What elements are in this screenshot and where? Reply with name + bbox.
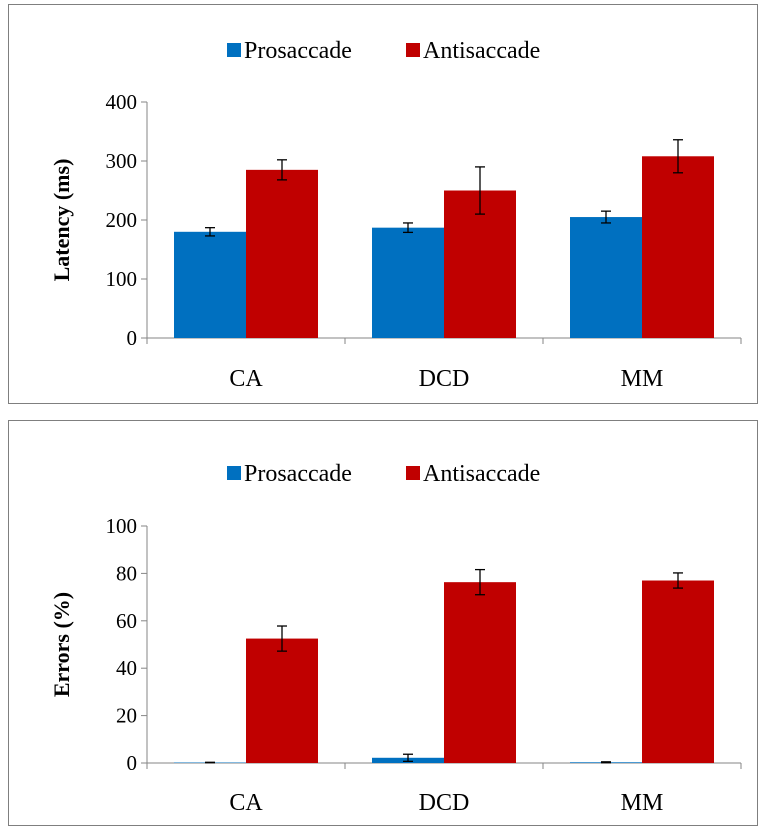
bar-antisaccade-mm: [642, 580, 714, 763]
legend-swatch-antisaccade: [406, 43, 420, 57]
error-bar-antisaccade-dcd: [475, 568, 485, 596]
y-tick-label: 0: [127, 326, 138, 350]
x-tick-label-ca: CA: [229, 366, 263, 392]
bar-antisaccade-mm: [642, 156, 714, 338]
error-bar-prosaccade-dcd: [403, 222, 413, 234]
y-tick-label: 200: [106, 208, 138, 232]
legend-label-prosaccade: Prosaccade: [244, 461, 352, 487]
latency-chart: Prosaccade Antisaccade Latency (ms) 0 100 200…: [49, 38, 742, 392]
x-tick-label-dcd: DCD: [419, 790, 470, 816]
y-tick-label: 40: [116, 656, 137, 680]
x-tick-label-ca: CA: [229, 790, 263, 816]
y-tick-label: 0: [127, 751, 138, 775]
legend-label-antisaccade: Antisaccade: [423, 461, 540, 487]
legend-label-prosaccade: Prosaccade: [244, 38, 352, 64]
errors-chart-panel: Prosaccade Antisaccade Errors (%) 0 20 40 60 80…: [8, 420, 758, 826]
y-tick-label: 60: [116, 609, 137, 633]
latency-chart-panel: Prosaccade Antisaccade Latency (ms) 0 100 200…: [8, 4, 758, 404]
legend-swatch-prosaccade: [227, 466, 241, 480]
bar-antisaccade-ca: [246, 638, 318, 763]
y-tick-label: 400: [106, 90, 138, 114]
y-tick-label: 100: [106, 514, 138, 538]
error-bar-antisaccade-dcd: [475, 166, 485, 215]
legend-swatch-antisaccade: [406, 466, 420, 480]
bar-antisaccade-dcd: [444, 190, 516, 338]
bar-prosaccade-mm: [570, 217, 642, 338]
error-bar-prosaccade-ca: [205, 227, 215, 237]
x-tick-label-mm: MM: [621, 366, 664, 392]
y-tick-label: 20: [116, 704, 137, 728]
error-bar-antisaccade-mm: [673, 572, 683, 589]
y-axis-label: Latency (ms): [49, 159, 74, 282]
y-axis-label: Errors (%): [49, 592, 74, 697]
x-tick-label-mm: MM: [621, 790, 664, 816]
error-bar-antisaccade-mm: [673, 139, 683, 174]
y-tick-label: 80: [116, 561, 137, 585]
legend: Prosaccade Antisaccade: [227, 461, 540, 487]
legend-label-antisaccade: Antisaccade: [423, 38, 540, 64]
bar-prosaccade-ca: [174, 231, 246, 338]
error-bar-prosaccade-mm: [601, 761, 611, 764]
error-bar-prosaccade-dcd: [403, 753, 413, 762]
error-bar-prosaccade-mm: [601, 210, 611, 224]
bar-prosaccade-dcd: [372, 227, 444, 338]
errors-chart: Prosaccade Antisaccade Errors (%) 0 20 40 60 80…: [49, 461, 742, 816]
legend: Prosaccade Antisaccade: [227, 38, 540, 64]
y-tick-label: 100: [106, 267, 138, 291]
legend-swatch-prosaccade: [227, 43, 241, 57]
error-bar-antisaccade-ca: [277, 625, 287, 652]
bar-antisaccade-dcd: [444, 582, 516, 763]
error-bar-antisaccade-ca: [277, 159, 287, 181]
y-tick-label: 300: [106, 149, 138, 173]
x-tick-label-dcd: DCD: [419, 366, 470, 392]
bar-antisaccade-ca: [246, 169, 318, 338]
